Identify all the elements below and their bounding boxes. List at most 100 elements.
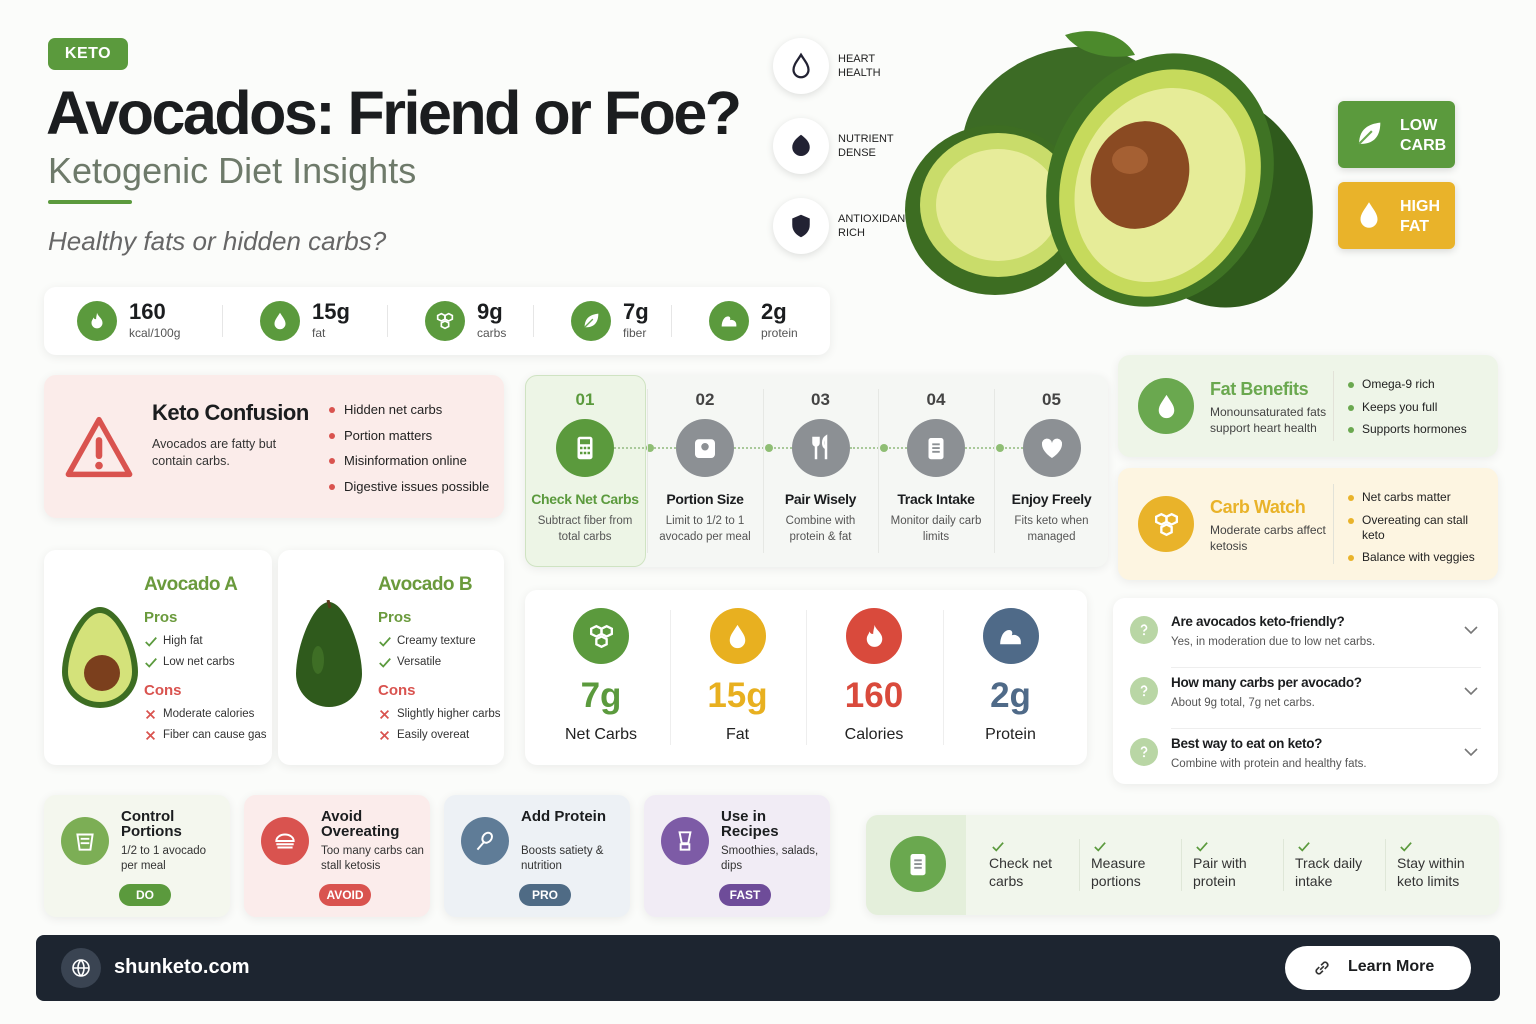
- check-icon: [1196, 842, 1208, 852]
- underline: [48, 200, 132, 204]
- icon: [907, 419, 965, 477]
- tip-card: Use in Recipes Smoothies, salads, dips FAS…: [644, 795, 830, 917]
- step-connector: [614, 447, 676, 449]
- stat-value: 9g: [477, 299, 503, 324]
- tag-icon: [1358, 122, 1381, 145]
- tip-text: 1/2 to 1 avocado per meal: [121, 845, 207, 872]
- step-title: Pair Wisely: [784, 491, 857, 507]
- stats-bar: 160 kcal/100g 15g fat 9g carbs 7g fiber 2g protei…: [44, 287, 830, 355]
- tip-title: Add Protein: [521, 808, 606, 825]
- link-icon: [1315, 961, 1329, 975]
- icon: [461, 817, 509, 865]
- benefit-label: NUTRIENT DENSE: [838, 133, 894, 159]
- icon-glyph: [1140, 624, 1148, 636]
- divider: [222, 305, 223, 337]
- pro-item: Versatile: [397, 656, 442, 668]
- stat-value: 2g: [761, 299, 787, 324]
- icon: [261, 817, 309, 865]
- icon: [982, 608, 1039, 664]
- pro-item: High fat: [163, 635, 203, 647]
- steps-panel: 01 Check Net Carbs Subtract fiber from tot…: [525, 375, 1108, 567]
- bullet: [329, 432, 335, 439]
- step-title: Portion Size: [666, 491, 744, 507]
- cons-label: Cons: [378, 682, 416, 699]
- carb_watch-point: Overeating can stall keto: [1362, 513, 1469, 542]
- tip-text: Boosts satiety & nutrition: [521, 845, 604, 872]
- nutrition-label: Calories: [844, 726, 904, 743]
- footer-bar: shunketo.com Learn More: [36, 935, 1500, 1001]
- footer-site: shunketo.com: [114, 956, 250, 978]
- stat-value: 15g: [312, 299, 350, 324]
- icon-glyph: [729, 624, 746, 648]
- stat-unit: fiber: [623, 326, 647, 340]
- carb_watch-point: Balance with veggies: [1362, 550, 1475, 564]
- divider: [1171, 728, 1481, 729]
- bullet: [1348, 495, 1354, 501]
- tip-card: Control Portions 1/2 to 1 avocado per mea…: [44, 795, 230, 917]
- tag: HIGH FAT: [1338, 182, 1455, 249]
- cons-label: Cons: [144, 682, 182, 699]
- checklist-item: Stay within keto limits: [1397, 855, 1465, 889]
- check-icon: [1094, 842, 1106, 852]
- step-title: Track Intake: [897, 491, 975, 507]
- tag: LOW CARB: [1338, 101, 1455, 168]
- icon: [773, 198, 829, 254]
- tip-badge: AVOID: [319, 884, 371, 906]
- icon: [709, 301, 749, 341]
- icon: [556, 419, 614, 477]
- step-dot: [880, 444, 889, 452]
- step-number: 01: [575, 390, 595, 409]
- confusion-point: Hidden net carbs: [344, 402, 443, 417]
- icon-glyph: [792, 52, 810, 79]
- learn-more-button[interactable]: Learn More: [1285, 946, 1471, 990]
- tip-text: Too many carbs can stall ketosis: [321, 845, 424, 872]
- stat-unit: carbs: [477, 326, 507, 340]
- icon: [1138, 496, 1194, 552]
- carb_watch-point: Net carbs matter: [1362, 490, 1451, 504]
- confusion-card: Keto Confusion Avocados are fatty but con…: [44, 375, 504, 518]
- icon-glyph: [577, 436, 593, 460]
- icon: [846, 608, 902, 664]
- avocado-whole: [296, 600, 362, 707]
- confusion-point: Portion matters: [344, 427, 433, 443]
- cross-icon: [145, 730, 156, 741]
- pro-item: Low net carbs: [163, 656, 235, 668]
- icon: [1130, 738, 1158, 766]
- icon: [890, 836, 946, 892]
- stat-value: 7g: [623, 299, 649, 324]
- icon: [260, 301, 300, 341]
- faq-card: Are avocados keto-friendly? Yes, in moder…: [1113, 598, 1498, 784]
- con-item: Fiber can cause gas: [163, 729, 267, 741]
- step-title: Check Net Carbs: [531, 491, 639, 507]
- confusion-point: Digestive issues possible: [344, 478, 490, 494]
- benefit-label: ANTIOXIDANT RICH: [838, 213, 912, 239]
- carb_watch-title: Carb Watch: [1210, 497, 1306, 517]
- tip-title: Avoid Overeating: [321, 808, 400, 840]
- bullet: [1348, 382, 1354, 388]
- nutrition-value: 15g: [707, 676, 768, 715]
- pro-item: Creamy texture: [397, 635, 476, 647]
- icon-glyph: [721, 316, 737, 327]
- warning-icon: [65, 416, 133, 478]
- icon-glyph: [678, 831, 692, 851]
- bullet: [1348, 518, 1354, 524]
- icon: [61, 948, 101, 988]
- step-divider: [762, 389, 764, 553]
- divider: [1333, 371, 1334, 441]
- fat_benefits-point: Keeps you full: [1362, 400, 1438, 414]
- nutrition-value: 160: [844, 676, 904, 715]
- button-label[interactable]: Learn More: [1348, 958, 1435, 975]
- confusion-title: Keto Confusion: [152, 400, 309, 425]
- step-text: Limit to 1/2 to 1 avocado per meal: [659, 515, 751, 543]
- step-dot: [764, 444, 773, 452]
- title: Avocados: Friend or Foe?: [46, 79, 742, 147]
- faq-answer: About 9g total, 7g net carbs.: [1171, 697, 1315, 709]
- step-number: 03: [811, 390, 830, 409]
- pros-label: Pros: [378, 609, 412, 626]
- checklist-item: Pair with protein: [1193, 855, 1247, 889]
- icon-glyph: [72, 959, 90, 977]
- carb_watch-text: Moderate carbs affect ketosis: [1210, 523, 1326, 553]
- check-icon: [145, 637, 157, 647]
- bullet: [1348, 555, 1354, 561]
- faq-question: Are avocados keto-friendly?: [1171, 614, 1345, 629]
